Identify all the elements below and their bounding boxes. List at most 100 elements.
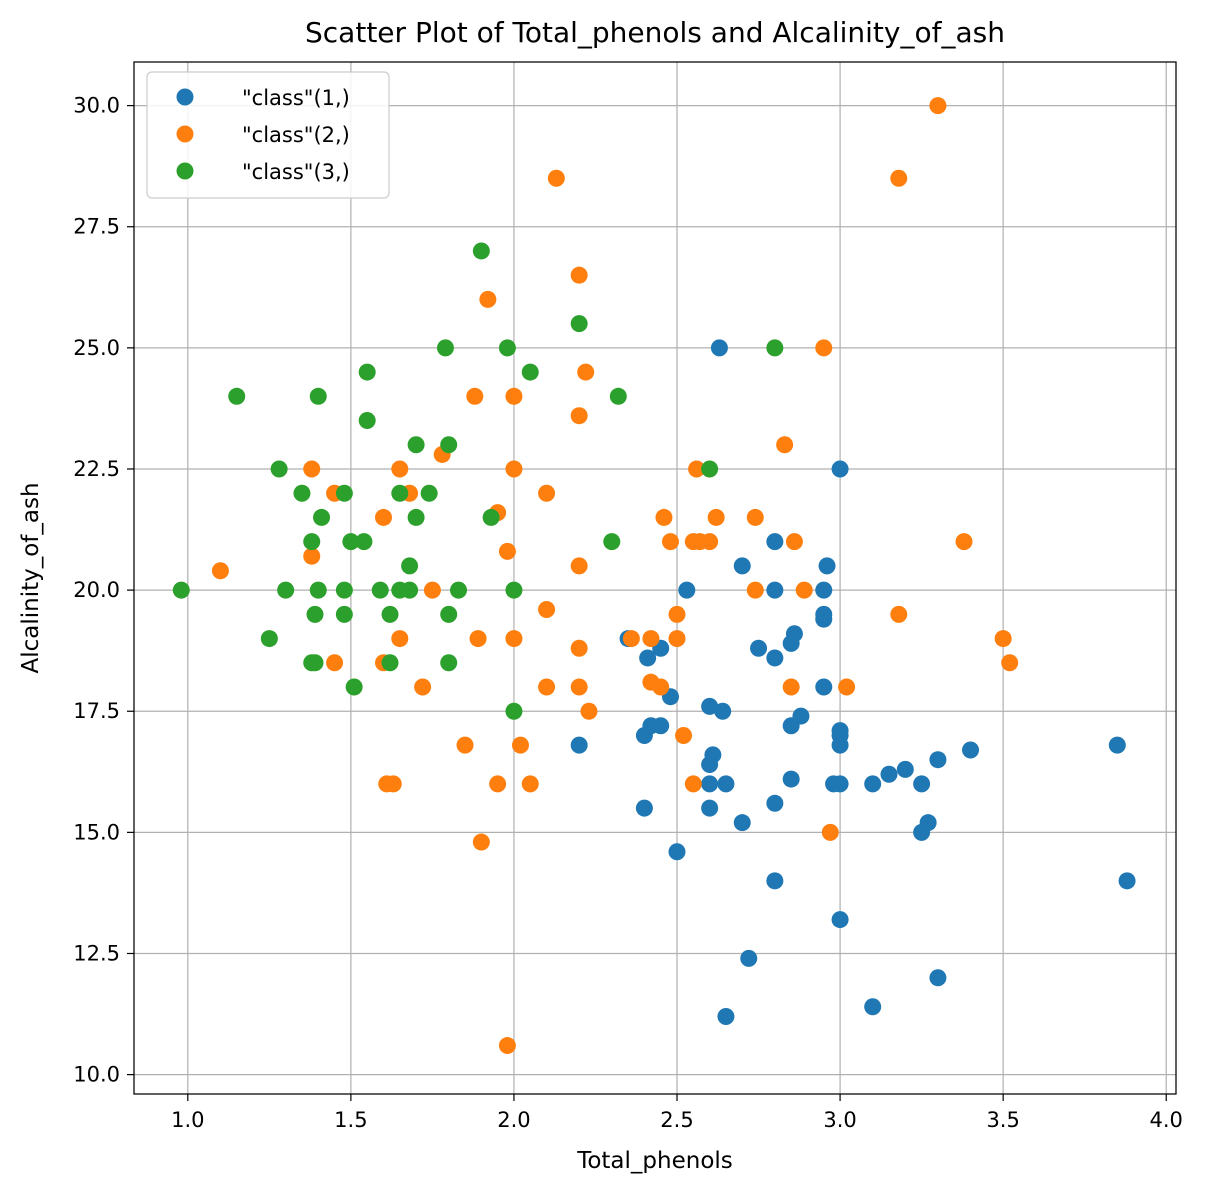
data-point [401,557,419,575]
data-point [521,775,539,793]
data-point [707,508,725,526]
data-point [482,508,500,526]
x-tick-label: 3.5 [986,1108,1019,1132]
data-point [381,605,399,623]
data-point [498,339,516,357]
legend-marker [176,125,194,143]
y-axis-label: Alcalinity_of_ash [18,482,44,673]
data-point [450,581,468,599]
data-points [172,97,1136,1055]
data-point [890,605,908,623]
data-point [456,736,474,754]
data-point [782,634,800,652]
data-point [896,760,914,778]
data-point [309,387,327,405]
data-point [655,508,673,526]
data-point [701,799,719,817]
y-tick-label: 10.0 [73,1063,120,1087]
data-point [378,775,396,793]
data-point [381,654,399,672]
data-point [440,436,458,454]
legend-label: "class"(3,) [242,160,350,184]
data-point [211,562,229,580]
data-point [746,508,764,526]
data-point [622,630,640,648]
data-point [710,339,728,357]
data-point [440,605,458,623]
data-point [538,678,556,696]
data-point [570,407,588,425]
data-point [635,799,653,817]
data-point [570,315,588,333]
data-point [505,460,523,478]
data-point [785,533,803,551]
legend: "class"(1,) "class"(2,) "class"(3,) [146,71,390,199]
data-point [505,702,523,720]
data-point [818,557,836,575]
series-3 [172,242,784,720]
data-point [335,484,353,502]
data-point [407,508,425,526]
data-point [821,823,839,841]
data-point [782,678,800,696]
series-2 [211,97,1019,1055]
data-point [498,1037,516,1055]
data-point [701,756,719,774]
data-point [1001,654,1019,672]
y-tick-label: 30.0 [73,94,120,118]
data-point [228,387,246,405]
x-tick-label: 1.5 [334,1108,367,1132]
data-point [391,484,409,502]
data-point [538,600,556,618]
y-tick-label: 27.5 [73,215,120,239]
legend-marker [176,88,194,106]
data-point [570,736,588,754]
data-point [929,751,947,769]
data-point [511,736,529,754]
x-axis-label: Total_phenols [576,1148,733,1174]
data-point [345,678,363,696]
data-point [831,460,849,478]
x-tick-label: 2.5 [660,1108,693,1132]
data-point [580,702,598,720]
data-point [335,605,353,623]
data-point [668,843,686,861]
data-point [890,169,908,187]
data-point [335,581,353,599]
data-point [489,775,507,793]
data-point [675,726,693,744]
data-point [815,581,833,599]
data-point [371,581,389,599]
data-point [642,630,660,648]
y-tick-label: 22.5 [73,457,120,481]
data-point [766,794,784,812]
data-point [815,605,833,623]
data-point [661,533,679,551]
data-point [746,581,764,599]
data-point [293,484,311,502]
data-point [838,678,856,696]
data-point [423,581,441,599]
data-point [766,339,784,357]
data-point [277,581,295,599]
data-point [766,649,784,667]
data-point [440,654,458,672]
data-point [678,581,696,599]
data-point [407,436,425,454]
legend-label: "class"(2,) [242,123,350,147]
data-point [815,678,833,696]
data-point [309,581,327,599]
data-point [260,630,278,648]
data-point [684,775,702,793]
data-point [570,557,588,575]
data-point [701,533,719,551]
data-point [733,557,751,575]
data-point [570,639,588,657]
data-point [688,460,706,478]
x-tick-label: 2.0 [497,1108,530,1132]
data-point [469,630,487,648]
data-point [466,387,484,405]
data-point [929,969,947,987]
